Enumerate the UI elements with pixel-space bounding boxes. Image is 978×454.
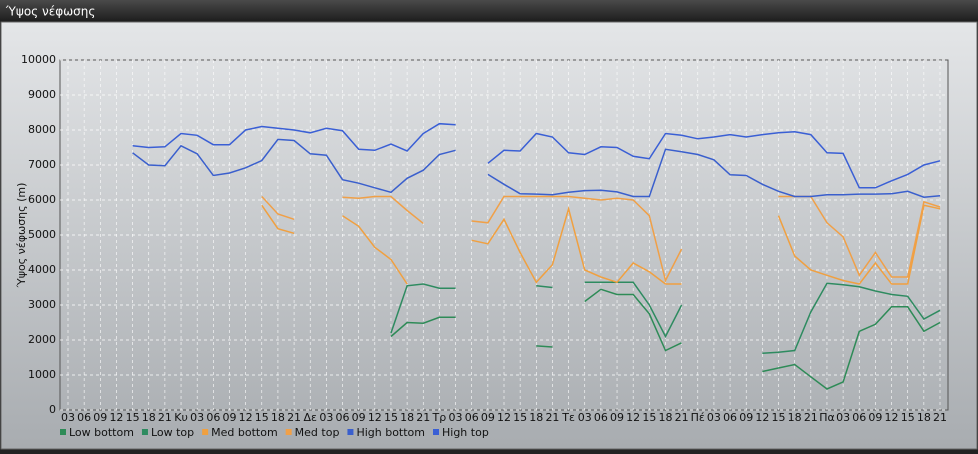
x-tick-label: Τε	[561, 411, 575, 424]
legend-swatch	[202, 429, 209, 435]
x-tick-label: 09	[93, 411, 107, 424]
x-tick-label: Κυ	[174, 411, 188, 424]
x-tick-label: 03	[61, 411, 75, 424]
x-tick-label: 12	[755, 411, 769, 424]
y-tick-label: 1000	[28, 368, 56, 381]
x-tick-label: 15	[642, 411, 656, 424]
x-tick-label: 15	[384, 411, 398, 424]
x-tick-label: 18	[917, 411, 931, 424]
series-line	[261, 195, 941, 283]
x-tick-label: 21	[416, 411, 430, 424]
legend-label: Low bottom	[69, 426, 134, 439]
window-title: Ύψος νέφωσης	[5, 5, 95, 19]
x-tick-label: 06	[336, 411, 350, 424]
series-line	[132, 138, 941, 198]
y-tick-label: 9000	[28, 88, 56, 101]
x-tick-label: 09	[610, 411, 624, 424]
x-tick-label: 15	[255, 411, 269, 424]
series-line	[390, 281, 941, 355]
x-tick-label: Πα	[819, 411, 835, 424]
x-tick-label: 15	[126, 411, 140, 424]
legend-label: High bottom	[356, 426, 425, 439]
x-tick-label: 06	[852, 411, 866, 424]
x-tick-label: 18	[529, 411, 543, 424]
y-tick-label: 4000	[28, 263, 56, 276]
series-line	[132, 122, 941, 189]
title-bar	[0, 0, 978, 22]
y-tick-label: 7000	[28, 158, 56, 171]
x-tick-label: Τρ	[432, 411, 447, 424]
x-tick-label: 21	[158, 411, 172, 424]
x-tick-label: 18	[142, 411, 156, 424]
x-tick-label: 09	[222, 411, 236, 424]
chart-panel	[0, 21, 978, 450]
x-tick-label: 09	[481, 411, 495, 424]
x-tick-label: Πέ	[691, 411, 705, 424]
x-tick-label: 12	[109, 411, 123, 424]
x-tick-label: 18	[271, 411, 285, 424]
legend-swatch	[433, 429, 439, 435]
x-tick-label: 03	[319, 411, 333, 424]
x-tick-label: 21	[933, 411, 947, 424]
x-tick-label: 09	[739, 411, 753, 424]
x-tick-label: 21	[545, 411, 559, 424]
legend-label: High top	[442, 426, 489, 439]
x-tick-label: 12	[368, 411, 382, 424]
x-tick-label: 06	[206, 411, 220, 424]
x-tick-label: 06	[723, 411, 737, 424]
y-tick-label: 8000	[28, 123, 56, 136]
x-tick-label: 12	[626, 411, 640, 424]
x-tick-label: 15	[772, 411, 786, 424]
x-tick-label: 06	[465, 411, 479, 424]
legend-label: Med bottom	[211, 426, 278, 439]
y-tick-label: 0	[49, 403, 56, 416]
x-tick-label: 18	[400, 411, 414, 424]
y-axis-label: Ύψος νέφωσης (m)	[15, 183, 28, 289]
legend-swatch	[60, 429, 66, 435]
y-tick-label: 3000	[28, 298, 56, 311]
x-tick-label: 09	[352, 411, 366, 424]
x-tick-label: 03	[578, 411, 592, 424]
y-tick-label: 6000	[28, 193, 56, 206]
legend-label: Med top	[295, 426, 340, 439]
x-tick-label: 18	[788, 411, 802, 424]
x-tick-label: 18	[658, 411, 672, 424]
x-tick-label: 06	[77, 411, 91, 424]
y-tick-label: 5000	[28, 228, 56, 241]
x-tick-label: 12	[497, 411, 511, 424]
legend-label: Low top	[151, 426, 194, 439]
y-tick-label: 2000	[28, 333, 56, 346]
x-tick-label: 15	[513, 411, 527, 424]
x-tick-label: 15	[901, 411, 915, 424]
legend-swatch	[347, 429, 354, 435]
x-tick-label: 21	[675, 411, 689, 424]
series-line	[261, 204, 941, 285]
x-tick-label: 03	[190, 411, 204, 424]
x-tick-label: Δε	[303, 411, 317, 424]
x-tick-label: 06	[594, 411, 608, 424]
x-tick-label: 21	[804, 411, 818, 424]
series-line	[390, 288, 941, 390]
x-tick-label: 21	[287, 411, 301, 424]
legend-swatch	[285, 429, 292, 435]
x-tick-label: 12	[885, 411, 899, 424]
x-tick-label: 12	[239, 411, 253, 424]
x-tick-label: 03	[449, 411, 463, 424]
x-tick-label: 03	[707, 411, 721, 424]
y-tick-label: 10000	[21, 53, 56, 66]
x-tick-label: 03	[836, 411, 850, 424]
x-tick-label: 09	[868, 411, 882, 424]
legend-swatch	[141, 429, 148, 435]
